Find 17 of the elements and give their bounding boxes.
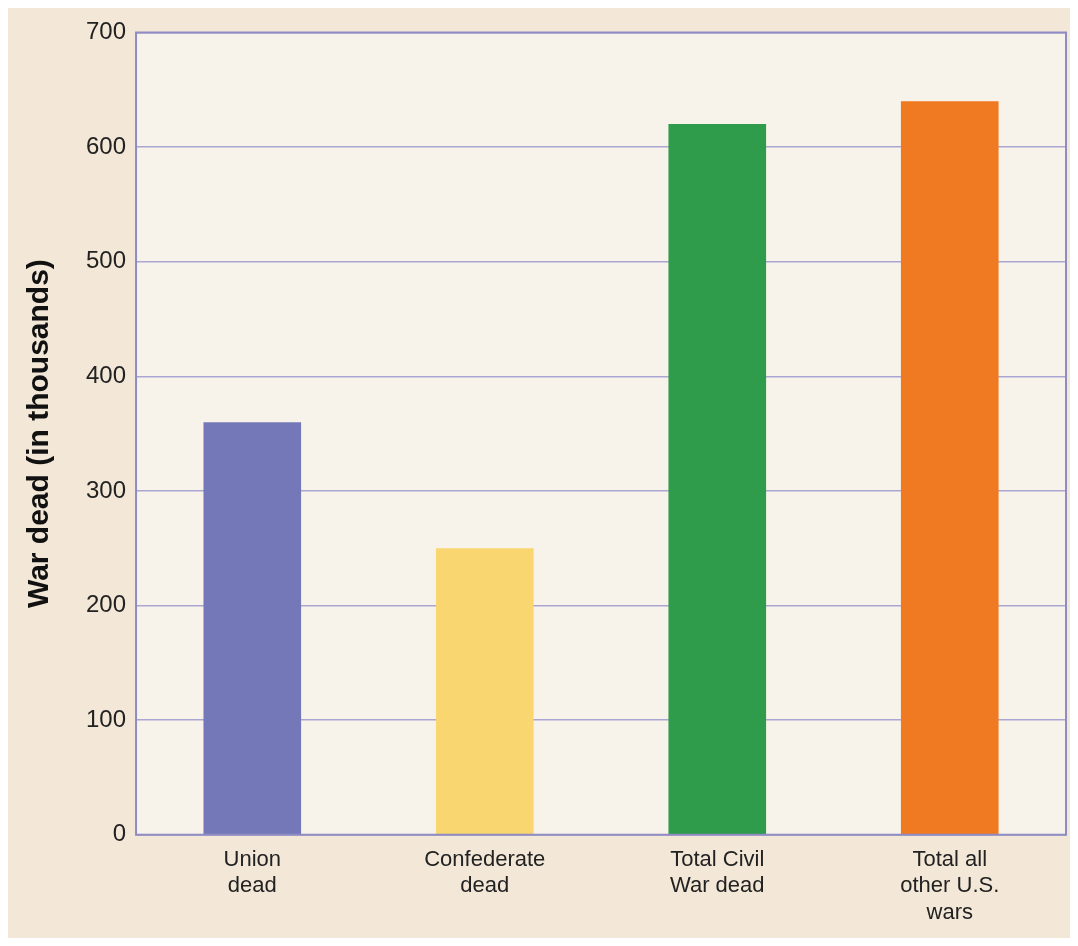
y-tick-label: 600 — [86, 131, 127, 159]
bar — [668, 124, 767, 835]
y-tick-label: 0 — [112, 819, 127, 847]
bar — [435, 548, 534, 835]
y-tick-label: 700 — [86, 17, 127, 45]
y-tick-label: 100 — [86, 704, 127, 732]
bar — [900, 101, 999, 835]
x-tick-label: Total Civil War dead — [669, 846, 765, 898]
y-tick-label: 500 — [86, 246, 127, 274]
y-tick-label: 200 — [86, 590, 127, 618]
x-tick-label: Confederate dead — [424, 846, 546, 898]
x-tick-label: Total all other U.S. wars — [900, 846, 1000, 924]
y-tick-label: 400 — [86, 360, 127, 388]
bar — [203, 422, 302, 835]
x-tick-label: Union dead — [223, 846, 282, 898]
y-axis-title: War dead (in thousands) — [21, 259, 55, 609]
y-tick-label: 300 — [86, 475, 127, 503]
